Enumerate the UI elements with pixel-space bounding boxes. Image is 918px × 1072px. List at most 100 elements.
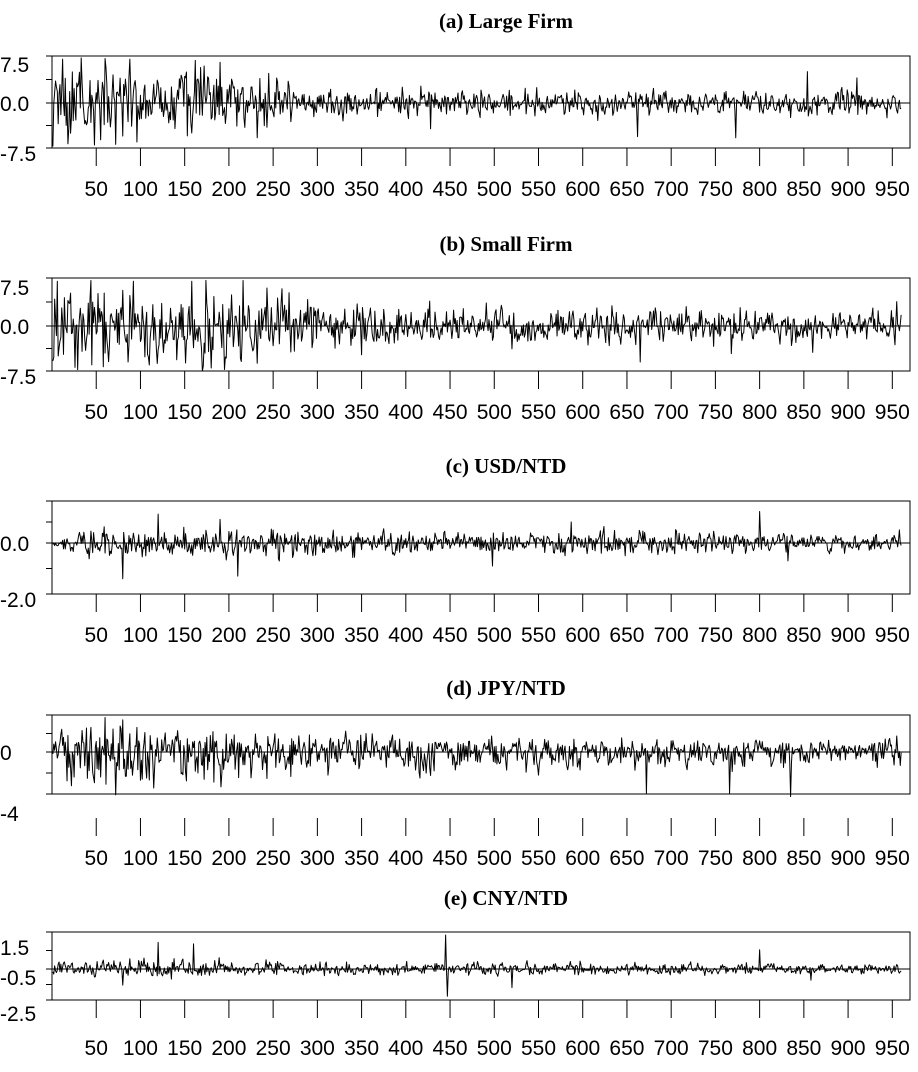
panel-title: (e) CNY/NTD (444, 886, 568, 910)
x-tick-label: 750 (698, 624, 733, 647)
x-tick-label: 50 (85, 1037, 108, 1060)
x-tick-label: 600 (565, 624, 600, 647)
x-tick-label: 300 (300, 178, 335, 201)
plot-frame (51, 277, 911, 372)
x-tick-label: 700 (654, 1037, 689, 1060)
x-tick-label: 950 (875, 624, 910, 647)
x-tick-label: 700 (654, 847, 689, 870)
plot-frame (51, 714, 911, 795)
x-tick-label: 550 (521, 401, 556, 424)
x-tick-label: 950 (875, 1037, 910, 1060)
x-tick-label: 50 (85, 401, 108, 424)
x-tick-label: 950 (875, 178, 910, 201)
y-tick-label: 0 (0, 742, 12, 765)
x-tick-label: 300 (300, 401, 335, 424)
x-tick-label: 900 (831, 178, 866, 201)
panel-title: (b) Small Firm (440, 232, 573, 256)
y-tick-label: 7.5 (0, 54, 29, 77)
x-tick-label: 450 (433, 1037, 468, 1060)
y-tick-label: 0.0 (0, 316, 29, 339)
x-tick-label: 250 (256, 847, 291, 870)
x-tick-label: 800 (742, 847, 777, 870)
x-tick-label: 250 (256, 624, 291, 647)
x-tick-label: 700 (654, 624, 689, 647)
x-tick-label: 600 (565, 401, 600, 424)
x-tick-label: 950 (875, 401, 910, 424)
x-tick-label: 450 (433, 178, 468, 201)
y-tick-label: 0.0 (0, 533, 29, 556)
x-tick-label: 550 (521, 624, 556, 647)
y-tick-label: 0.0 (0, 93, 29, 116)
x-tick-label: 150 (167, 847, 202, 870)
x-tick-label: 150 (167, 1037, 202, 1060)
panel-cny-ntd: (e) CNY/NTD 1.5 -0.5 -2.5 50 100 150 200 250 300… (0, 886, 911, 1060)
y-tick-label: 7.5 (0, 277, 29, 300)
series-line (52, 57, 902, 147)
y-tick-label: -7.5 (0, 143, 36, 166)
x-tick-label: 150 (167, 401, 202, 424)
x-tick-label: 350 (344, 847, 379, 870)
x-tick-label: 200 (211, 847, 246, 870)
x-tick-label: 900 (831, 624, 866, 647)
x-tick-label: 550 (521, 1037, 556, 1060)
x-tick-label: 650 (609, 1037, 644, 1060)
x-tick-label: 100 (123, 178, 158, 201)
panel-small-firm: (b) Small Firm 7.5 0.0 -7.5 50 100 150 200 250 3… (0, 232, 911, 424)
x-tick-label: 800 (742, 401, 777, 424)
x-tick-label: 350 (344, 1037, 379, 1060)
x-tick-label: 450 (433, 847, 468, 870)
x-tick-label: 250 (256, 401, 291, 424)
x-tick-label: 400 (388, 1037, 423, 1060)
x-tick-label: 500 (477, 178, 512, 201)
x-tick-label: 900 (831, 1037, 866, 1060)
x-tick-label: 800 (742, 1037, 777, 1060)
x-tick-label: 400 (388, 624, 423, 647)
x-tick-label: 550 (521, 847, 556, 870)
x-tick-label: 500 (477, 1037, 512, 1060)
series-line (52, 716, 902, 798)
x-tick-label: 200 (211, 178, 246, 201)
x-tick-label: 400 (388, 847, 423, 870)
series-line (52, 934, 902, 997)
x-tick-label: 750 (698, 847, 733, 870)
x-tick-label: 300 (300, 624, 335, 647)
y-tick-label: -4 (0, 803, 19, 826)
x-tick-label: 600 (565, 1037, 600, 1060)
panel-title: (d) JPY/NTD (446, 676, 566, 700)
plot-frame (51, 500, 911, 595)
x-tick-label: 100 (123, 847, 158, 870)
x-tick-label: 50 (85, 178, 108, 201)
x-tick-label: 250 (256, 178, 291, 201)
y-tick-label: -7.5 (0, 366, 36, 389)
x-tick-label: 900 (831, 847, 866, 870)
x-tick-label: 100 (123, 401, 158, 424)
plot-frame (51, 55, 911, 149)
x-tick-label: 100 (123, 624, 158, 647)
x-tick-label: 50 (85, 624, 108, 647)
series-line (52, 511, 902, 580)
x-tick-label: 850 (786, 401, 821, 424)
x-tick-label: 500 (477, 847, 512, 870)
x-tick-label: 800 (742, 624, 777, 647)
x-tick-label: 450 (433, 401, 468, 424)
x-tick-label: 850 (786, 847, 821, 870)
x-tick-label: 750 (698, 401, 733, 424)
x-tick-label: 600 (565, 178, 600, 201)
x-tick-label: 500 (477, 401, 512, 424)
x-tick-label: 450 (433, 624, 468, 647)
x-tick-label: 300 (300, 1037, 335, 1060)
x-tick-label: 850 (786, 1037, 821, 1060)
x-tick-label: 550 (521, 178, 556, 201)
x-tick-label: 200 (211, 624, 246, 647)
x-tick-label: 750 (698, 178, 733, 201)
x-tick-label: 200 (211, 401, 246, 424)
x-tick-label: 850 (786, 178, 821, 201)
x-tick-label: 350 (344, 624, 379, 647)
x-tick-label: 150 (167, 624, 202, 647)
x-tick-label: 700 (654, 178, 689, 201)
panel-usd-ntd: (c) USD/NTD 0.0 -2.0 50 100 150 200 250 300 350 4… (0, 454, 911, 647)
y-tick-label: -2.0 (0, 589, 36, 612)
x-tick-label: 900 (831, 401, 866, 424)
x-tick-label: 400 (388, 401, 423, 424)
